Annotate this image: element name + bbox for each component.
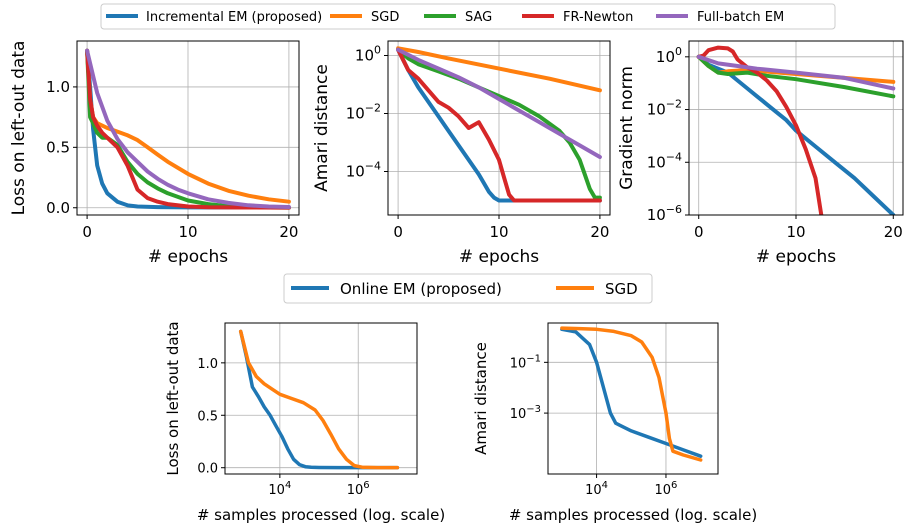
- series-line-incremental-em-proposed-: [396, 47, 602, 203]
- legend2-label-sgd: SGD: [605, 280, 638, 298]
- series-group: [560, 326, 703, 462]
- y-tick-label: 0.0: [197, 462, 218, 477]
- x-axis-label: # epochs: [459, 247, 539, 267]
- x-tick-label: 0: [694, 223, 704, 241]
- y-axis-label: Amari distance: [472, 342, 490, 455]
- x-tick-label: 10: [489, 223, 508, 241]
- y-tick-label: 0.5: [197, 409, 218, 424]
- series-line-full-batch-em: [696, 54, 896, 91]
- series-line-fr-newton: [396, 47, 602, 203]
- x-tick-label: 20: [590, 223, 609, 241]
- x-axis-label: # samples processed (log. scale): [197, 506, 445, 524]
- series-group: [696, 45, 896, 215]
- legend-bottom-frame: [283, 273, 653, 304]
- series-line-full-batch-em: [85, 48, 291, 209]
- legend-top-frame: [100, 3, 836, 30]
- series-group: [396, 46, 602, 203]
- charts: 0 10 20 0.0 0.5 1.0 # epochs Loss on left-out d…: [9, 40, 904, 524]
- chart-5: 104 106 10−1 10−3 # samples processed (log. …: [472, 322, 757, 524]
- x-tick-label: 0: [393, 223, 403, 241]
- legend-label-incremental-em: Incremental EM (proposed): [146, 10, 322, 25]
- legend-top: Incremental EM (proposed) SGD SAG FR-New…: [100, 3, 836, 30]
- y-tick-label: 10−1: [510, 353, 541, 371]
- x-tick-label: 106: [347, 480, 370, 498]
- x-tick-label: 104: [585, 480, 608, 498]
- y-axis-label: Gradient norm: [617, 66, 637, 190]
- y-tick-label: 0.0: [46, 199, 70, 217]
- series-line-sgd: [560, 326, 703, 462]
- x-axis-label: # epochs: [148, 247, 228, 267]
- series-line-online-em-proposed-: [560, 327, 703, 458]
- legend-label-fr-newton: FR-Newton: [563, 10, 633, 25]
- y-tick-label: 1.0: [46, 78, 70, 96]
- series-line-sgd: [396, 46, 602, 93]
- series-line-sgd: [238, 329, 400, 470]
- series-group: [238, 329, 400, 470]
- y-axis-label: Loss on left-out data: [164, 321, 182, 475]
- y-tick-label: 10−4: [346, 160, 381, 181]
- chart-3: 0 10 20 100 10−2 10−4 10−6 # epochs Gradient nor…: [617, 40, 904, 267]
- series-group: [85, 48, 291, 210]
- legend-bottom: Online EM (proposed) SGD: [283, 273, 653, 304]
- x-tick-label: 20: [279, 223, 298, 241]
- legend-label-sag: SAG: [465, 10, 492, 25]
- x-tick-label: 106: [654, 480, 677, 498]
- series-line-fr-newton: [85, 48, 291, 210]
- chart-4: 104 106 0.0 0.5 1.0 # samples processed (log.…: [164, 321, 445, 524]
- y-tick-label: 10−6: [647, 203, 682, 224]
- legend-label-sgd: SGD: [371, 10, 399, 25]
- y-tick-label: 10−2: [346, 102, 381, 123]
- y-tick-label: 10−4: [647, 150, 682, 171]
- plot-frame: [547, 322, 719, 475]
- y-tick-label: 0.5: [46, 138, 70, 156]
- chart-2: 0 10 20 100 10−2 10−4 # epochs Amari distance: [312, 40, 611, 267]
- y-tick-label: 1.0: [197, 357, 218, 372]
- chart-1: 0 10 20 0.0 0.5 1.0 # epochs Loss on left-out d…: [9, 40, 300, 267]
- x-axis-label: # epochs: [756, 247, 836, 267]
- y-tick-label: 100: [656, 45, 682, 66]
- y-axis-label: Amari distance: [312, 64, 332, 192]
- y-tick-label: 10−3: [510, 404, 541, 422]
- x-tick-label: 0: [82, 223, 92, 241]
- legend2-label-online-em: Online EM (proposed): [340, 280, 502, 298]
- x-tick-label: 20: [884, 223, 903, 241]
- x-tick-label: 104: [268, 480, 291, 498]
- series-line-sag: [696, 54, 896, 99]
- x-tick-label: 10: [178, 223, 197, 241]
- series-line-online-em-proposed-: [238, 329, 400, 470]
- plot-frame: [224, 322, 418, 475]
- series-line-fr-newton: [696, 45, 824, 215]
- legend-label-full-batch-em: Full-batch EM: [697, 10, 784, 25]
- x-tick-label: 10: [786, 223, 805, 241]
- y-tick-label: 10−2: [647, 98, 682, 119]
- x-axis-label: # samples processed (log. scale): [509, 506, 757, 524]
- series-line-full-batch-em: [396, 47, 602, 159]
- y-tick-label: 100: [355, 44, 381, 65]
- y-axis-label: Loss on left-out data: [9, 41, 29, 216]
- series-line-sag: [396, 47, 602, 200]
